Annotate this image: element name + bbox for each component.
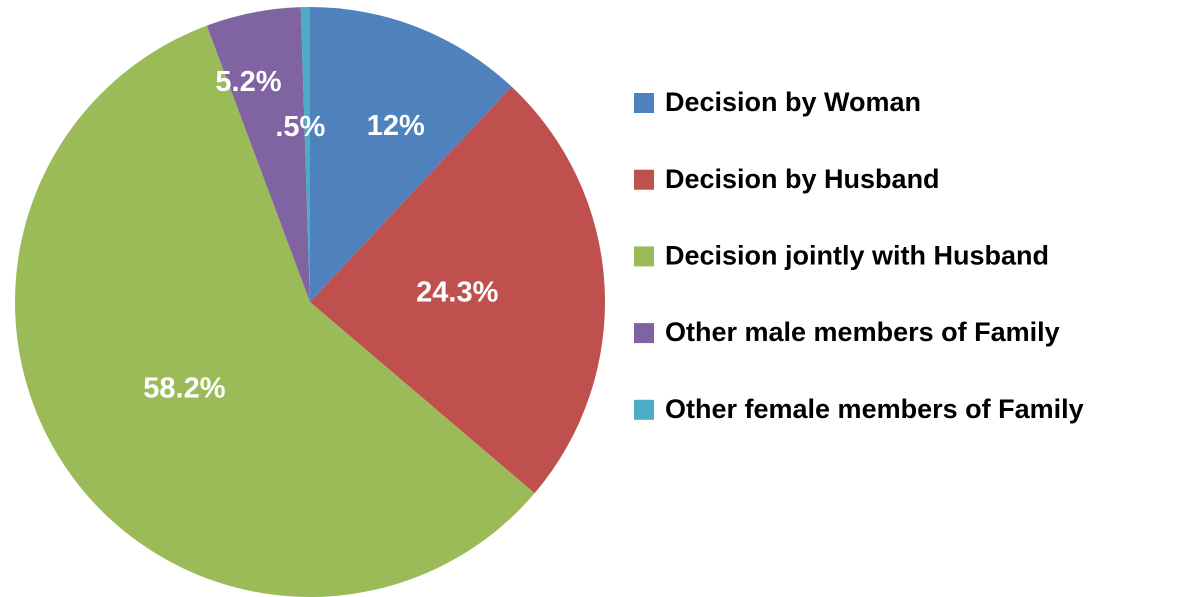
legend-swatch <box>634 399 654 420</box>
data-label: 12% <box>367 110 425 142</box>
pie-slice <box>300 7 310 302</box>
pie-slice <box>15 25 535 597</box>
legend-swatch <box>634 323 654 344</box>
pie-slice <box>310 7 512 302</box>
legend-label: Decision by Husband <box>665 164 940 194</box>
legend-label: Decision jointly with Husband <box>665 241 1049 271</box>
data-label: .5% <box>275 111 325 143</box>
legend-swatch <box>634 93 654 113</box>
legend-label: Other female members of Family <box>665 394 1084 424</box>
pie-slice <box>206 7 310 302</box>
legend-label: Decision by Woman <box>665 87 921 117</box>
legend-swatch <box>634 169 654 190</box>
data-label: 58.2% <box>143 373 225 405</box>
legend-label: Other male members of Family <box>665 317 1060 347</box>
pie-slice <box>310 86 605 494</box>
data-label: 5.2% <box>215 66 281 98</box>
legend-swatch <box>634 246 654 267</box>
data-label: 24.3% <box>416 276 498 308</box>
